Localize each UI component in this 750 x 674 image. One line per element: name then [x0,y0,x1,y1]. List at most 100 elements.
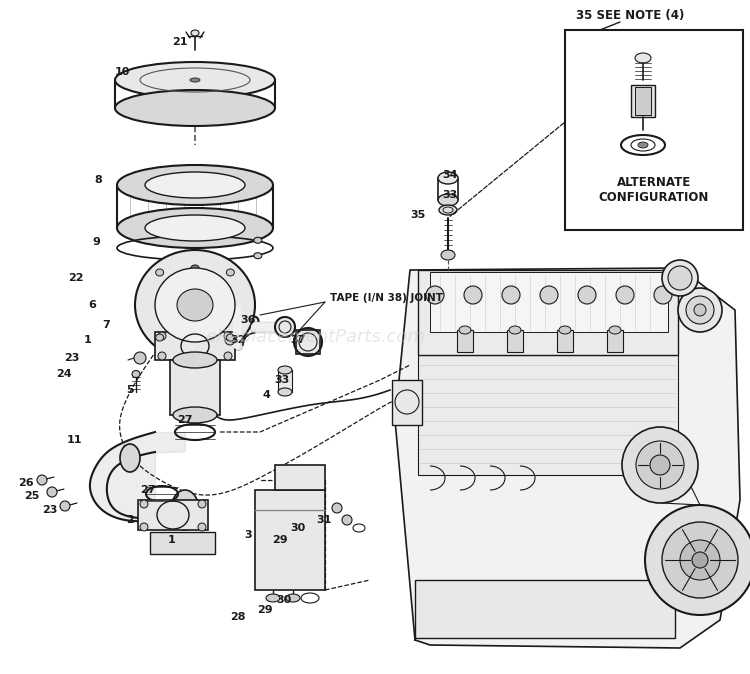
Ellipse shape [171,490,199,530]
Text: 5: 5 [126,385,134,395]
Bar [557,330,573,352]
Ellipse shape [190,78,200,82]
Ellipse shape [208,320,218,330]
Ellipse shape [275,317,295,337]
Bar [392,380,422,425]
Ellipse shape [559,326,571,334]
Ellipse shape [678,288,722,332]
Bar [418,270,678,355]
Text: 7: 7 [102,320,110,330]
Ellipse shape [609,326,621,334]
Text: 35 SEE NOTE (4): 35 SEE NOTE (4) [576,9,684,22]
Ellipse shape [117,208,273,248]
Ellipse shape [266,594,280,602]
Ellipse shape [294,328,322,356]
Ellipse shape [115,62,275,98]
Ellipse shape [135,250,255,360]
Bar [565,30,743,230]
Ellipse shape [278,366,292,374]
Ellipse shape [459,326,471,334]
Ellipse shape [47,487,57,497]
Ellipse shape [692,552,708,568]
Text: 26: 26 [18,478,34,488]
Ellipse shape [509,326,521,334]
Bar [278,370,292,392]
Ellipse shape [426,286,444,304]
Ellipse shape [156,334,164,341]
Text: 23: 23 [64,353,80,363]
Bar [275,465,325,490]
Ellipse shape [145,172,245,198]
Ellipse shape [502,286,520,304]
Bar [631,85,655,117]
Text: 36: 36 [240,315,256,325]
Bar [415,580,675,638]
Text: 21: 21 [172,37,188,47]
Text: 6: 6 [88,300,96,310]
Ellipse shape [650,455,670,475]
Ellipse shape [464,286,482,304]
Ellipse shape [578,286,596,304]
Bar [607,330,623,352]
Ellipse shape [686,296,714,324]
Ellipse shape [224,352,232,360]
Ellipse shape [115,90,275,126]
Ellipse shape [145,215,245,241]
Text: 27: 27 [177,415,193,425]
Ellipse shape [438,194,458,206]
Text: 3: 3 [244,530,252,540]
Ellipse shape [342,515,352,525]
Bar [418,355,678,475]
Ellipse shape [638,142,648,148]
Text: 1: 1 [168,535,176,545]
Text: 30: 30 [276,595,292,605]
Ellipse shape [662,260,698,296]
Ellipse shape [158,352,166,360]
Bar [507,330,523,352]
Text: eReplacementParts.com: eReplacementParts.com [205,328,425,346]
Text: 37: 37 [290,335,306,345]
Ellipse shape [645,505,750,615]
Bar [430,272,668,332]
Text: 25: 25 [24,491,40,501]
Ellipse shape [120,444,140,472]
Text: 11: 11 [66,435,82,445]
Bar [138,500,208,530]
Ellipse shape [694,304,706,316]
Bar [255,490,325,590]
Text: 8: 8 [94,175,102,185]
Ellipse shape [616,286,634,304]
Ellipse shape [140,500,148,508]
Ellipse shape [635,53,651,63]
Text: 33: 33 [442,190,458,200]
Text: 1: 1 [84,335,92,345]
Ellipse shape [132,371,140,377]
Ellipse shape [254,253,262,259]
Text: 31: 31 [316,515,332,525]
Ellipse shape [438,172,458,184]
Ellipse shape [37,475,47,485]
Ellipse shape [226,269,234,276]
Text: 32: 32 [230,335,246,345]
Bar [635,87,651,115]
Ellipse shape [668,266,692,290]
Ellipse shape [225,335,235,345]
Text: 30: 30 [290,523,306,533]
Polygon shape [395,268,740,648]
Ellipse shape [173,352,217,368]
Text: 2: 2 [126,515,134,525]
Ellipse shape [654,286,672,304]
Ellipse shape [177,289,213,321]
Ellipse shape [158,332,166,340]
Ellipse shape [680,540,720,580]
Text: 22: 22 [68,273,84,283]
Text: 33: 33 [274,375,290,385]
Ellipse shape [622,427,698,503]
Bar [457,330,473,352]
Text: 34: 34 [442,170,458,180]
Text: 29: 29 [272,535,288,545]
Bar [155,332,235,360]
Bar [170,360,220,415]
Bar [296,330,320,354]
Ellipse shape [662,522,738,598]
